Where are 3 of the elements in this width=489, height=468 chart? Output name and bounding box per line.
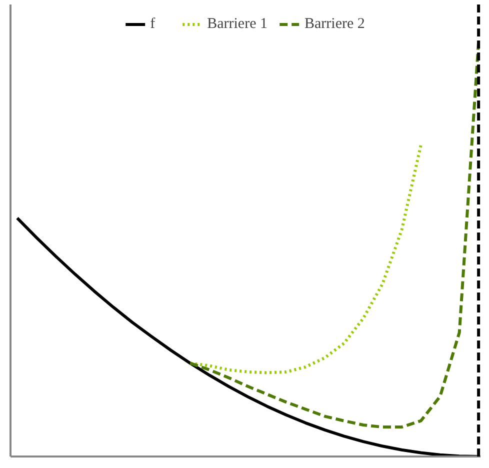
legend-label: Barriere 1	[207, 16, 268, 32]
legend-label: Barriere 2	[304, 16, 365, 32]
legend-label: f	[150, 16, 156, 32]
